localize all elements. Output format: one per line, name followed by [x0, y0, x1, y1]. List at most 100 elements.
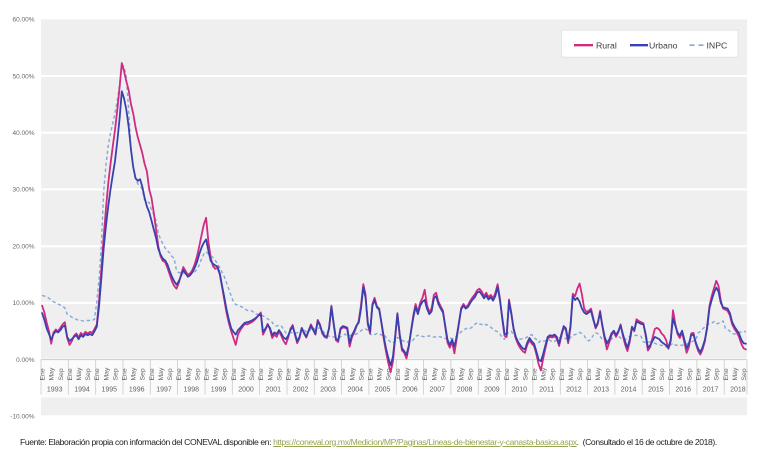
svg-text:Ene: Ene	[94, 368, 101, 380]
svg-text:Sep: Sep	[331, 368, 338, 380]
svg-text:Ene: Ene	[122, 368, 129, 380]
svg-text:Sep: Sep	[276, 368, 283, 380]
svg-text:May: May	[240, 367, 247, 380]
svg-text:Ene: Ene	[641, 368, 648, 380]
svg-text:Ene: Ene	[340, 368, 347, 380]
svg-text:Sep: Sep	[468, 368, 475, 380]
svg-text:Sep: Sep	[550, 368, 557, 380]
svg-text:1999: 1999	[211, 387, 227, 394]
svg-text:Ene: Ene	[40, 368, 47, 380]
svg-text:2015: 2015	[648, 387, 664, 394]
svg-text:May: May	[267, 367, 274, 380]
svg-text:Ene: Ene	[477, 368, 484, 380]
svg-text:2000: 2000	[238, 387, 254, 394]
svg-text:Ene: Ene	[313, 368, 320, 380]
svg-text:Ene: Ene	[504, 368, 511, 380]
svg-text:May: May	[705, 367, 712, 380]
svg-text:Ene: Ene	[67, 368, 74, 380]
svg-text:0.00%: 0.00%	[16, 357, 35, 364]
svg-text:1997: 1997	[156, 387, 172, 394]
svg-text:May: May	[185, 367, 192, 380]
svg-text:May: May	[595, 367, 602, 380]
svg-text:INPC: INPC	[707, 40, 728, 50]
svg-text:2006: 2006	[402, 387, 418, 394]
svg-text:May: May	[513, 367, 520, 380]
svg-text:May: May	[623, 367, 630, 380]
svg-text:Sep: Sep	[386, 368, 393, 380]
svg-text:Urbano: Urbano	[649, 40, 678, 50]
svg-text:2001: 2001	[266, 387, 282, 394]
svg-text:2004: 2004	[348, 387, 364, 394]
svg-text:May: May	[213, 367, 220, 380]
svg-text:Ene: Ene	[559, 368, 566, 380]
svg-text:Sep: Sep	[358, 368, 365, 380]
svg-text:Ene: Ene	[258, 368, 265, 380]
svg-text:Sep: Sep	[577, 368, 584, 380]
svg-text:1994: 1994	[74, 387, 90, 394]
svg-text:May: May	[568, 367, 575, 380]
svg-text:Sep: Sep	[714, 368, 721, 380]
svg-text:50.00%: 50.00%	[12, 73, 34, 80]
svg-text:2003: 2003	[320, 387, 336, 394]
svg-text:Sep: Sep	[413, 368, 420, 380]
svg-text:Sep: Sep	[112, 368, 119, 380]
svg-text:Ene: Ene	[723, 368, 730, 380]
svg-text:2007: 2007	[430, 387, 446, 394]
svg-text:Sep: Sep	[632, 368, 639, 380]
svg-text:Ene: Ene	[204, 368, 211, 380]
svg-text:Sep: Sep	[304, 368, 311, 380]
svg-text:May: May	[349, 367, 356, 380]
svg-text:2014: 2014	[621, 387, 637, 394]
svg-text:-10.00%: -10.00%	[10, 414, 34, 421]
svg-text:2008: 2008	[457, 387, 473, 394]
svg-text:1998: 1998	[184, 387, 200, 394]
svg-text:Ene: Ene	[395, 368, 402, 380]
svg-text:1993: 1993	[47, 387, 63, 394]
svg-text:Sep: Sep	[604, 368, 611, 380]
svg-text:May: May	[295, 367, 302, 380]
svg-text:Sep: Sep	[222, 368, 229, 380]
svg-text:1996: 1996	[129, 387, 145, 394]
svg-text:Ene: Ene	[668, 368, 675, 380]
svg-text:Ene: Ene	[368, 368, 375, 380]
svg-text:Ene: Ene	[586, 368, 593, 380]
svg-text:May: May	[131, 367, 138, 380]
svg-text:Ene: Ene	[450, 368, 457, 380]
svg-text:Ene: Ene	[286, 368, 293, 380]
svg-text:May: May	[732, 367, 739, 380]
svg-text:20.00%: 20.00%	[12, 244, 34, 251]
svg-text:Sep: Sep	[85, 368, 92, 380]
svg-text:May: May	[650, 367, 657, 380]
svg-text:2012: 2012	[566, 387, 582, 394]
svg-text:Sep: Sep	[194, 368, 201, 380]
svg-text:Sep: Sep	[741, 368, 748, 380]
svg-text:Sep: Sep	[440, 368, 447, 380]
svg-text:May: May	[459, 367, 466, 380]
svg-text:Ene: Ene	[613, 368, 620, 380]
svg-text:30.00%: 30.00%	[12, 187, 34, 194]
svg-text:May: May	[49, 367, 56, 380]
svg-text:2011: 2011	[539, 387, 554, 394]
svg-text:Sep: Sep	[495, 368, 502, 380]
svg-text:1995: 1995	[102, 387, 118, 394]
svg-text:Sep: Sep	[659, 368, 666, 380]
svg-text:2017: 2017	[703, 387, 719, 394]
svg-text:2016: 2016	[675, 387, 691, 394]
svg-text:May: May	[76, 367, 83, 380]
svg-text:Sep: Sep	[58, 368, 65, 380]
svg-text:Sep: Sep	[686, 368, 693, 380]
svg-text:2010: 2010	[512, 387, 528, 394]
svg-text:May: May	[404, 367, 411, 380]
svg-text:May: May	[431, 367, 438, 380]
svg-text:Sep: Sep	[249, 368, 256, 380]
svg-text:May: May	[486, 367, 493, 380]
svg-text:2013: 2013	[593, 387, 609, 394]
svg-text:Sep: Sep	[167, 368, 174, 380]
svg-text:2018: 2018	[730, 387, 746, 394]
svg-text:Sep: Sep	[522, 368, 529, 380]
svg-text:May: May	[377, 367, 384, 380]
svg-text:May: May	[322, 367, 329, 380]
svg-text:Ene: Ene	[231, 368, 238, 380]
svg-text:Sep: Sep	[140, 368, 147, 380]
svg-text:60.00%: 60.00%	[12, 17, 34, 24]
